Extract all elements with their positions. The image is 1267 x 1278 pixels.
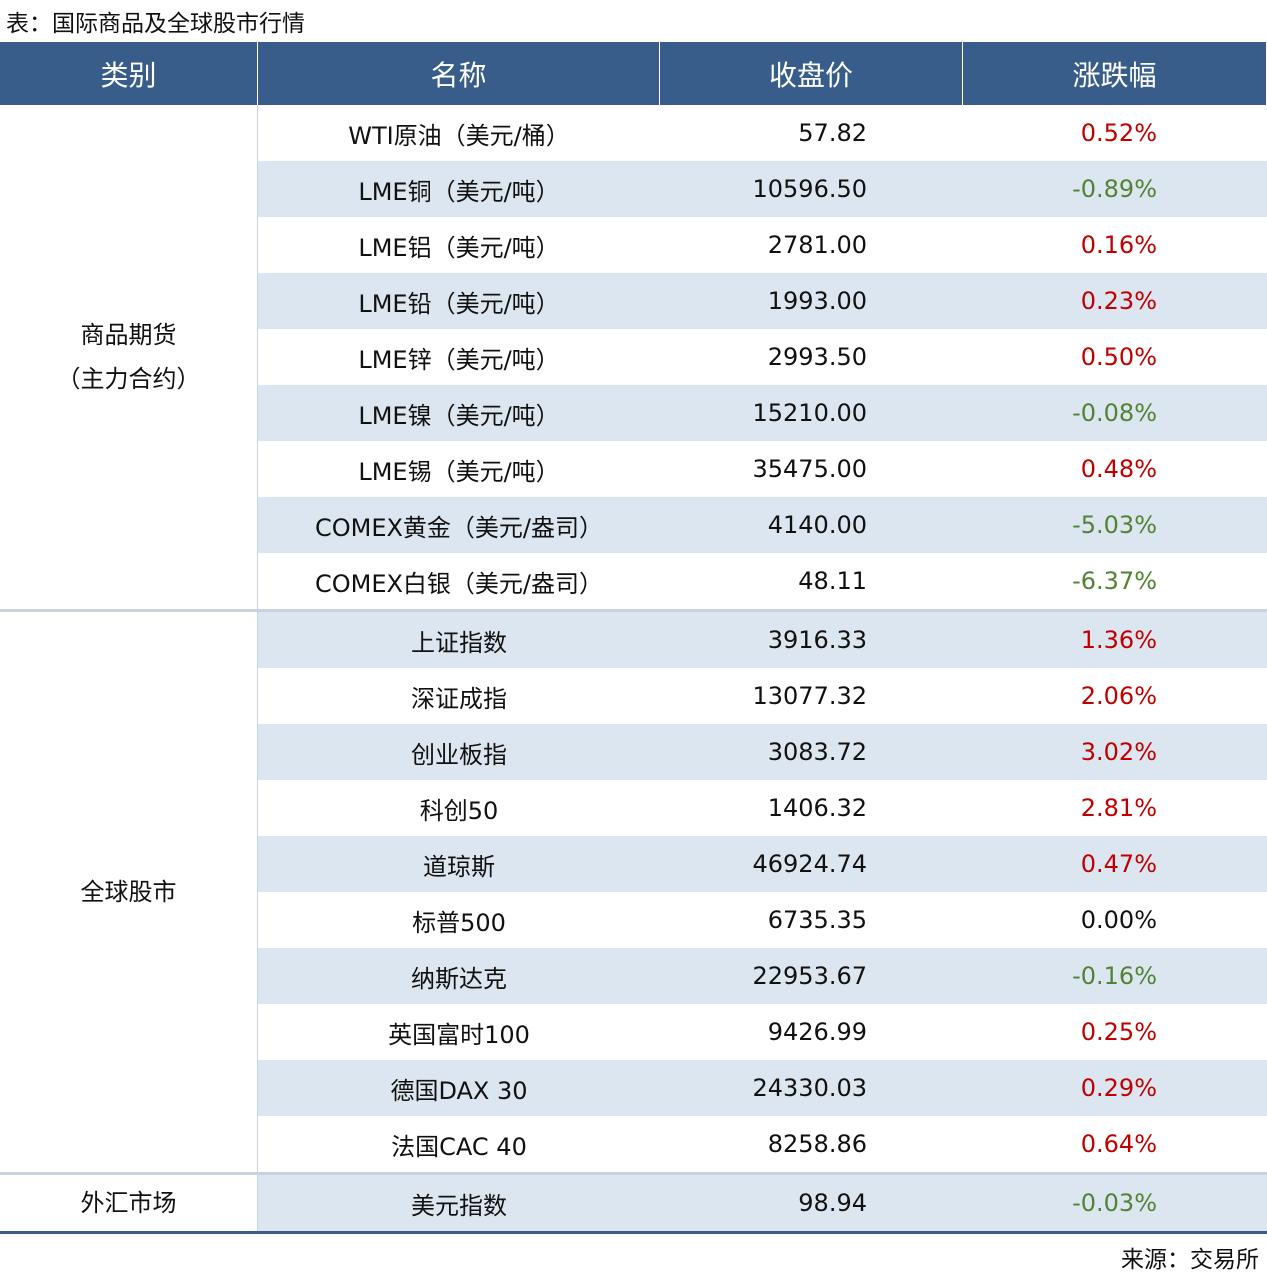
name-cell: 德国DAX 30 <box>258 1060 660 1116</box>
category-cell: 商品期货 （主力合约） <box>0 105 258 609</box>
category-cell: 外汇市场 <box>0 1175 258 1231</box>
close-cell: 15210.00 <box>660 385 963 441</box>
name-cell: LME镍（美元/吨） <box>258 385 660 441</box>
close-cell: 10596.50 <box>660 161 963 217</box>
category-label: （主力合约） <box>56 365 201 393</box>
change-cell: 0.50% <box>1080 343 1157 371</box>
close-cell: 46924.74 <box>660 836 963 892</box>
change-cell: 3.02% <box>963 724 1267 780</box>
column-header: 名称 <box>258 42 660 105</box>
change-cell: -0.16% <box>963 948 1267 1004</box>
category-cell: 全球股市 <box>0 612 258 1172</box>
column-header: 类别 <box>0 42 258 105</box>
name-cell: 科创50 <box>419 796 499 825</box>
change-cell: -6.37% <box>1072 567 1157 595</box>
close-cell: 22953.67 <box>660 948 963 1004</box>
name-cell: 法国CAC 40 <box>391 1132 527 1161</box>
name-cell: 创业板指 <box>258 724 660 780</box>
name-cell: LME铅（美元/吨） <box>258 273 660 329</box>
close-cell: 8258.86 <box>767 1130 867 1158</box>
change-cell: -0.89% <box>963 161 1267 217</box>
change-cell: 0.23% <box>963 273 1267 329</box>
column-header: 收盘价 <box>660 42 963 105</box>
close-cell: 2781.00 <box>767 231 867 259</box>
category-label: 外汇市场 <box>80 1189 177 1217</box>
name-cell: LME铝（美元/吨） <box>358 233 560 262</box>
close-cell: 2993.50 <box>767 343 867 371</box>
close-cell: 4140.00 <box>660 497 963 553</box>
change-cell: 0.16% <box>1080 231 1157 259</box>
close-cell: 48.11 <box>798 567 867 595</box>
name-cell: 纳斯达克 <box>258 948 660 1004</box>
name-cell: 美元指数 <box>258 1175 660 1231</box>
name-cell: 深证成指 <box>411 684 507 713</box>
change-cell: 0.00% <box>1080 906 1157 934</box>
close-cell: 1406.32 <box>767 794 867 822</box>
change-cell: -0.03% <box>963 1175 1267 1231</box>
table-title: 表：国际商品及全球股市行情 <box>6 11 305 37</box>
close-cell: 3083.72 <box>660 724 963 780</box>
group-separator <box>0 1172 1267 1175</box>
change-cell: 1.36% <box>963 612 1267 668</box>
close-cell: 3916.33 <box>660 612 963 668</box>
change-cell: 2.81% <box>1080 794 1157 822</box>
name-cell: LME锌（美元/吨） <box>358 345 560 374</box>
close-cell: 24330.03 <box>660 1060 963 1116</box>
column-header: 涨跌幅 <box>963 42 1267 105</box>
change-cell: 0.25% <box>1080 1018 1157 1046</box>
close-cell: 9426.99 <box>767 1018 867 1046</box>
source: 来源：交易所 <box>1121 1247 1259 1273</box>
name-cell: LME铜（美元/吨） <box>258 161 660 217</box>
close-cell: 6735.35 <box>767 906 867 934</box>
name-cell: LME锡（美元/吨） <box>358 457 560 486</box>
change-cell: 0.48% <box>1080 455 1157 483</box>
table-bottom-border <box>0 1231 1267 1234</box>
change-cell: 2.06% <box>1080 682 1157 710</box>
change-cell: 0.29% <box>963 1060 1267 1116</box>
change-cell: -0.08% <box>963 385 1267 441</box>
change-cell: 0.52% <box>1080 119 1157 147</box>
name-cell: 道琼斯 <box>258 836 660 892</box>
name-cell: 英国富时100 <box>388 1020 530 1049</box>
name-cell: 标普500 <box>412 908 506 937</box>
close-cell: 35475.00 <box>752 455 867 483</box>
name-cell: WTI原油（美元/桶） <box>348 121 570 150</box>
name-cell: COMEX白银（美元/盎司） <box>314 569 604 598</box>
name-cell: 上证指数 <box>258 612 660 668</box>
category-label: 全球股市 <box>80 878 177 906</box>
change-cell: 0.64% <box>1080 1130 1157 1158</box>
close-cell: 1993.00 <box>660 273 963 329</box>
close-cell: 98.94 <box>660 1175 963 1231</box>
change-cell: 0.47% <box>963 836 1267 892</box>
close-cell: 57.82 <box>798 119 867 147</box>
group-separator <box>0 609 1267 612</box>
change-cell: -5.03% <box>963 497 1267 553</box>
close-cell: 13077.32 <box>752 682 867 710</box>
name-cell: COMEX黄金（美元/盎司） <box>258 497 660 553</box>
category-label: 商品期货 <box>80 321 177 349</box>
